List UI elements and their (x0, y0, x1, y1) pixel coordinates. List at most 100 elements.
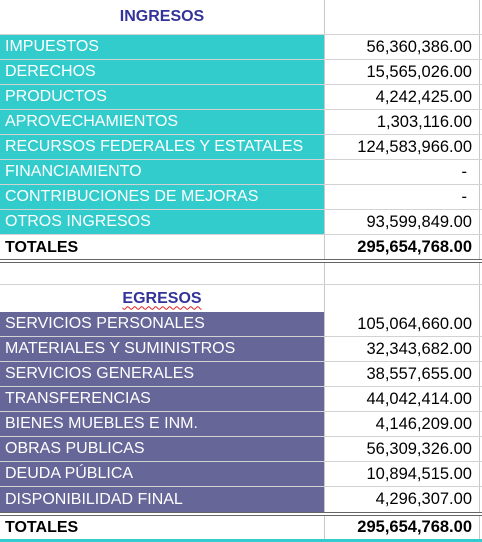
ingresos-label: OTROS INGRESOS (5, 213, 151, 230)
ingresos-label: DERECHOS (5, 63, 96, 80)
egresos-label-cell[interactable]: DISPONIBILIDAD FINAL (0, 487, 325, 512)
ingresos-value-cell[interactable]: 1,303,116.00 (325, 110, 480, 134)
egresos-value-cell[interactable]: 105,064,660.00 (325, 312, 480, 336)
ingresos-row-otros: OTROS INGRESOS 93,599,849.00 (0, 210, 482, 235)
ingresos-value-cell[interactable]: - (325, 160, 480, 184)
ingresos-row-aprovechamientos: APROVECHAMIENTOS 1,303,116.00 (0, 110, 482, 135)
egresos-label: SERVICIOS PERSONALES (5, 315, 205, 332)
ingresos-value: 124,583,966.00 (357, 137, 472, 156)
egresos-header-row: EGRESOS (0, 285, 482, 312)
egresos-label-cell[interactable]: SERVICIOS PERSONALES (0, 312, 325, 336)
ingresos-total-row: TOTALES 295,654,768.00 (0, 235, 482, 260)
egresos-header-empty-cell[interactable] (325, 285, 480, 312)
double-border (0, 259, 482, 263)
ingresos-value-cell[interactable]: 93,599,849.00 (325, 210, 480, 234)
egresos-total-value-cell[interactable]: 295,654,768.00 (325, 516, 480, 539)
egresos-label: DEUDA PÚBLICA (5, 465, 134, 482)
egresos-value-cell[interactable]: 56,309,326.00 (325, 437, 480, 461)
ingresos-label: RECURSOS FEDERALES Y ESTATALES (5, 138, 304, 155)
egresos-label-cell[interactable]: OBRAS PUBLICAS (0, 437, 325, 461)
egresos-total-value: 295,654,768.00 (357, 518, 472, 536)
egresos-value: 38,557,655.00 (366, 364, 472, 383)
ingresos-title[interactable]: INGRESOS (0, 0, 325, 34)
egresos-value-cell[interactable]: 44,042,414.00 (325, 387, 480, 411)
egresos-value: 44,042,414.00 (366, 389, 472, 408)
egresos-label: SERVICIOS GENERALES (5, 365, 195, 382)
ingresos-value: 15,565,026.00 (366, 62, 472, 81)
egresos-row-disponibilidad: DISPONIBILIDAD FINAL 4,296,307.00 (0, 487, 482, 512)
ingresos-label: IMPUESTOS (5, 38, 99, 55)
ingresos-total-value-cell[interactable]: 295,654,768.00 (325, 235, 480, 260)
egresos-value: 32,343,682.00 (366, 339, 472, 358)
ingresos-label-cell[interactable]: PRODUCTOS (0, 85, 325, 109)
ingresos-label-cell[interactable]: CONTRIBUCIONES DE MEJORAS (0, 185, 325, 209)
egresos-row-transferencias: TRANSFERENCIAS 44,042,414.00 (0, 387, 482, 412)
egresos-value: 10,894,515.00 (366, 464, 472, 483)
egresos-value: 56,309,326.00 (366, 439, 472, 458)
egresos-total-label: TOTALES (5, 518, 79, 536)
ingresos-value: 1,303,116.00 (376, 112, 472, 131)
egresos-total-row: TOTALES 295,654,768.00 (0, 516, 482, 539)
egresos-label: BIENES MUEBLES E INM. (5, 415, 198, 432)
egresos-label-cell[interactable]: SERVICIOS GENERALES (0, 362, 325, 386)
ingresos-total-label-cell[interactable]: TOTALES (0, 235, 325, 260)
ingresos-label-cell[interactable]: OTROS INGRESOS (0, 210, 325, 234)
empty-cell[interactable] (325, 263, 480, 284)
ingresos-value: 56,360,386.00 (366, 37, 472, 56)
egresos-label-cell[interactable]: BIENES MUEBLES E INM. (0, 412, 325, 436)
ingresos-value: 93,599,849.00 (366, 212, 472, 231)
ingresos-label: PRODUCTOS (5, 88, 107, 105)
egresos-row-obras-publicas: OBRAS PUBLICAS 56,309,326.00 (0, 437, 482, 462)
ingresos-label: CONTRIBUCIONES DE MEJORAS (5, 188, 259, 205)
ingresos-row-derechos: DERECHOS 15,565,026.00 (0, 60, 482, 85)
ingresos-value: 4,242,425.00 (375, 87, 472, 106)
ingresos-label-cell[interactable]: RECURSOS FEDERALES Y ESTATALES (0, 135, 325, 159)
ingresos-row-contribuciones: CONTRIBUCIONES DE MEJORAS - (0, 185, 482, 210)
egresos-label: MATERIALES Y SUMINISTROS (5, 340, 236, 357)
egresos-label: DISPONIBILIDAD FINAL (5, 490, 183, 508)
egresos-value-cell[interactable]: 4,146,209.00 (325, 412, 480, 436)
empty-cell[interactable] (0, 263, 325, 284)
ingresos-label-cell[interactable]: APROVECHAMIENTOS (0, 110, 325, 134)
egresos-label: TRANSFERENCIAS (5, 390, 151, 407)
ingresos-row-recursos-federales: RECURSOS FEDERALES Y ESTATALES 124,583,9… (0, 135, 482, 160)
ingresos-value-cell[interactable]: 4,242,425.00 (325, 85, 480, 109)
ingresos-row-financiamiento: FINANCIAMIENTO - (0, 160, 482, 185)
ingresos-label: FINANCIAMIENTO (5, 163, 142, 180)
egresos-label-cell[interactable]: TRANSFERENCIAS (0, 387, 325, 411)
egresos-row-servicios-personales: SERVICIOS PERSONALES 105,064,660.00 (0, 312, 482, 337)
ingresos-row-impuestos: IMPUESTOS 56,360,386.00 (0, 35, 482, 60)
ingresos-value: - (461, 162, 468, 181)
ingresos-value-cell[interactable]: - (325, 185, 480, 209)
ingresos-value-cell[interactable]: 56,360,386.00 (325, 35, 480, 59)
ingresos-header-row: INGRESOS (0, 0, 482, 35)
egresos-label-cell[interactable]: DEUDA PÚBLICA (0, 462, 325, 486)
bottom-teal-edge (0, 539, 482, 542)
ingresos-label-cell[interactable]: IMPUESTOS (0, 35, 325, 59)
ingresos-value-cell[interactable]: 15,565,026.00 (325, 60, 480, 84)
egresos-value-cell[interactable]: 38,557,655.00 (325, 362, 480, 386)
egresos-value-cell[interactable]: 32,343,682.00 (325, 337, 480, 361)
egresos-row-bienes-muebles: BIENES MUEBLES E INM. 4,146,209.00 (0, 412, 482, 437)
double-border (0, 512, 482, 516)
ingresos-total-label: TOTALES (5, 238, 79, 256)
egresos-total-label-cell[interactable]: TOTALES (0, 516, 325, 539)
egresos-value: 4,296,307.00 (375, 490, 472, 508)
egresos-title-cell[interactable]: EGRESOS (0, 285, 325, 312)
ingresos-header-empty-cell[interactable] (325, 0, 480, 34)
ingresos-value: - (461, 187, 468, 206)
ingresos-value-cell[interactable]: 124,583,966.00 (325, 135, 480, 159)
ingresos-label-cell[interactable]: DERECHOS (0, 60, 325, 84)
egresos-value-cell[interactable]: 10,894,515.00 (325, 462, 480, 486)
spacer-row (0, 263, 482, 285)
egresos-title: EGRESOS (122, 289, 202, 307)
ingresos-label: APROVECHAMIENTOS (5, 113, 179, 130)
egresos-row-servicios-generales: SERVICIOS GENERALES 38,557,655.00 (0, 362, 482, 387)
ingresos-label-cell[interactable]: FINANCIAMIENTO (0, 160, 325, 184)
ingresos-total-value: 295,654,768.00 (357, 238, 472, 256)
egresos-value-cell[interactable]: 4,296,307.00 (325, 487, 480, 512)
egresos-label: OBRAS PUBLICAS (5, 440, 145, 457)
egresos-row-materiales: MATERIALES Y SUMINISTROS 32,343,682.00 (0, 337, 482, 362)
egresos-row-deuda-publica: DEUDA PÚBLICA 10,894,515.00 (0, 462, 482, 487)
egresos-label-cell[interactable]: MATERIALES Y SUMINISTROS (0, 337, 325, 361)
